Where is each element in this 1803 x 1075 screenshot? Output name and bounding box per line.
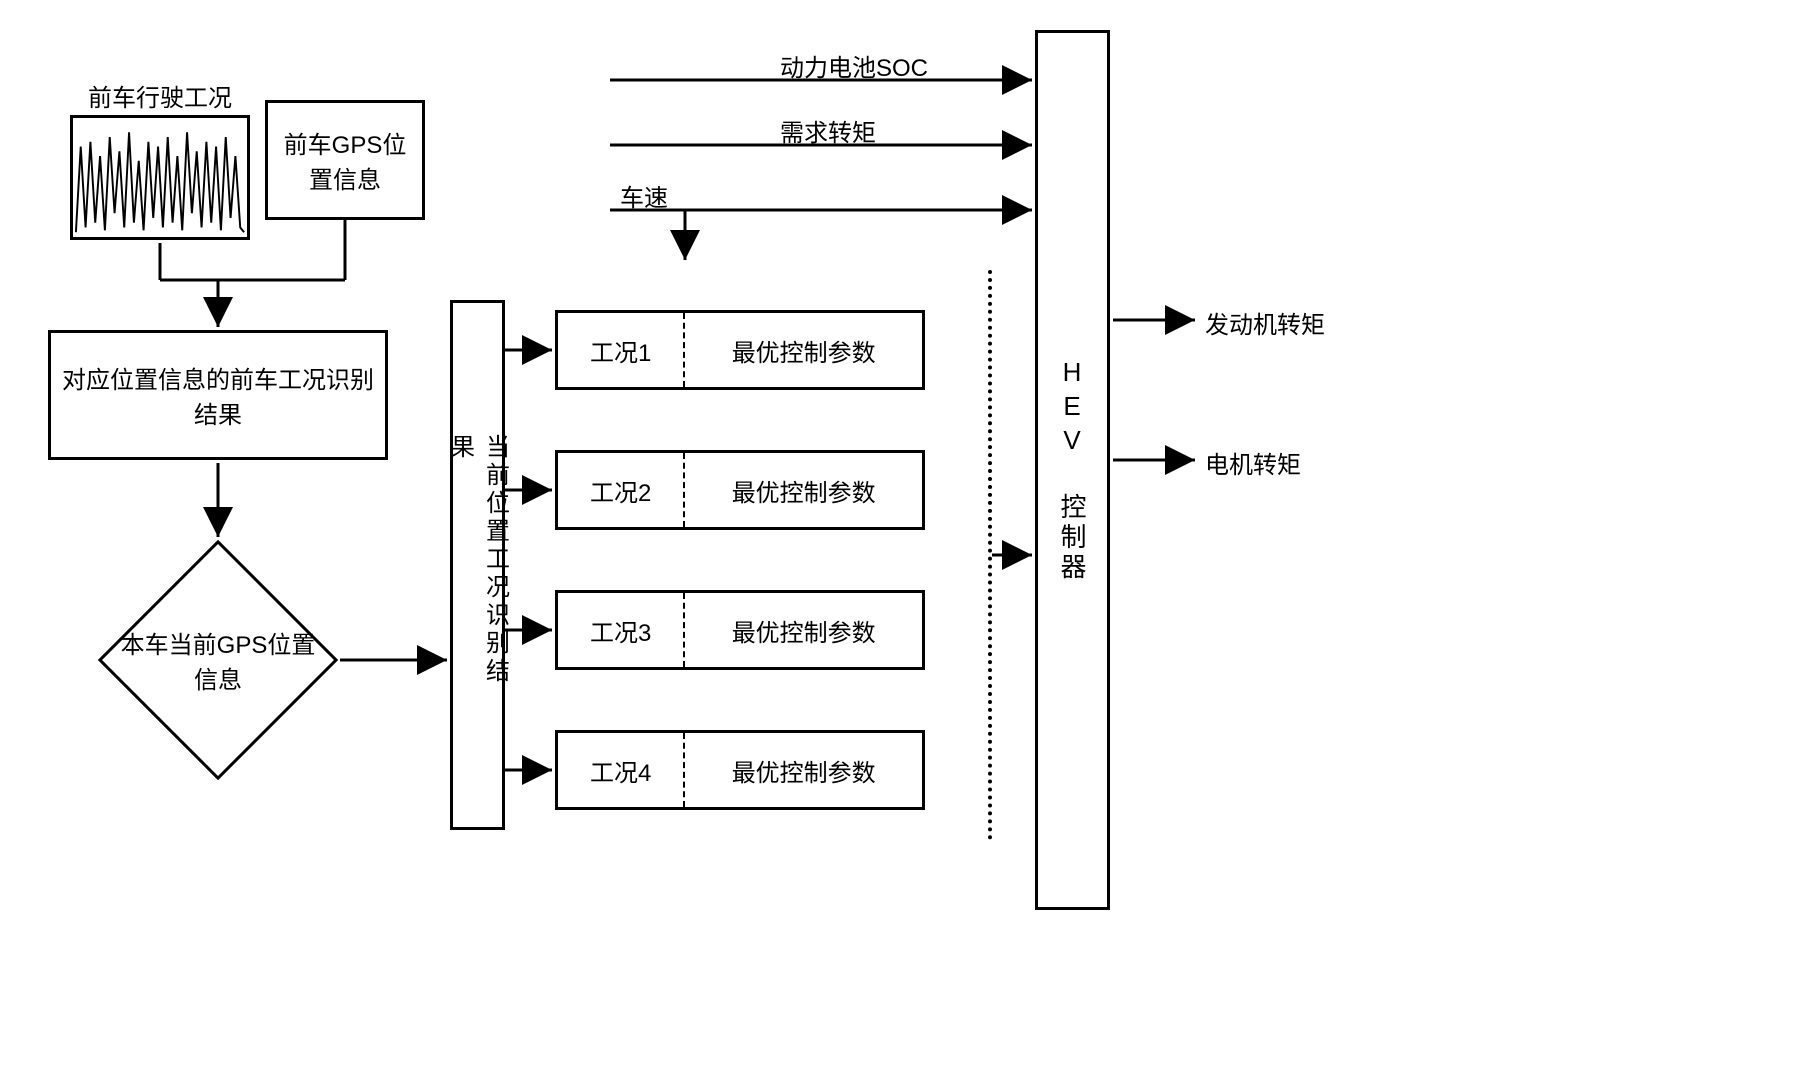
waveform-chart: [70, 115, 250, 240]
condition-row-1: 工况1 最优控制参数: [555, 310, 925, 390]
condition-4-label: 工况4: [558, 733, 685, 807]
output-motor-label: 电机转矩: [1205, 445, 1301, 480]
input-speed-label: 车速: [620, 178, 668, 213]
condition-group-label: 当前位置工况识别结果: [443, 434, 513, 696]
condition-1-param: 最优控制参数: [685, 313, 922, 387]
condition-2-label: 工况2: [558, 453, 685, 527]
condition-1-label: 工况1: [558, 313, 685, 387]
condition-2-param: 最优控制参数: [685, 453, 922, 527]
recognition-result-box: 对应位置信息的前车工况识别结果: [48, 330, 388, 460]
input-torque-label: 需求转矩: [780, 113, 876, 148]
condition-row-3: 工况3 最优控制参数: [555, 590, 925, 670]
dotted-divider: [988, 270, 992, 840]
condition-row-4: 工况4 最优控制参数: [555, 730, 925, 810]
hev-controller-label: HEV 控制器: [1054, 357, 1091, 583]
condition-3-label: 工况3: [558, 593, 685, 667]
input-soc-label: 动力电池SOC: [780, 48, 928, 83]
condition-4-param: 最优控制参数: [685, 733, 922, 807]
front-gps-box: 前车GPS位置信息: [265, 100, 425, 220]
condition-row-2: 工况2 最优控制参数: [555, 450, 925, 530]
waveform-title: 前车行驶工况: [70, 78, 250, 113]
condition-3-param: 最优控制参数: [685, 593, 922, 667]
condition-group-box: 当前位置工况识别结果: [450, 300, 505, 830]
hev-controller-box: HEV 控制器: [1035, 30, 1110, 910]
own-gps-label: 本车当前GPS位置信息: [118, 600, 318, 720]
output-engine-label: 发动机转矩: [1205, 305, 1325, 340]
